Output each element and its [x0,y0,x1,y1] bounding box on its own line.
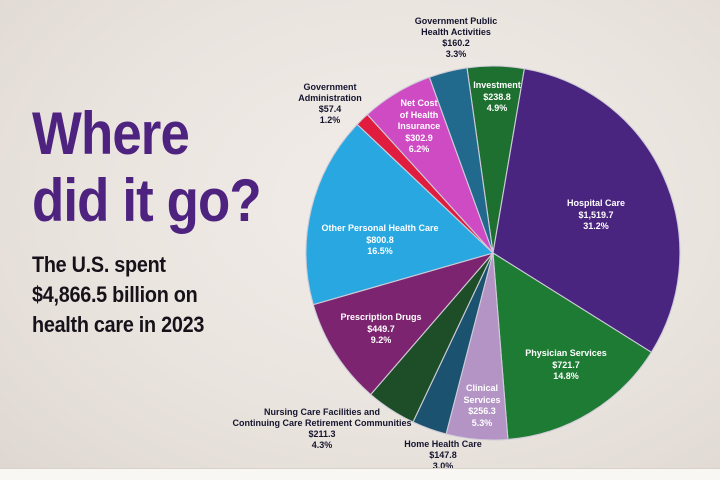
label-hospital-care: Hospital Care $1,519.7 31.2% [567,198,625,233]
label-clinical-services: Clinical Services $256.3 5.3% [463,383,500,429]
label-line: 16.5% [367,246,393,256]
label-prescription-drugs: Prescription Drugs $449.7 9.2% [340,312,421,347]
subtitle: The U.S. spent $4,866.5 billion on healt… [32,250,204,340]
label-line: 6.2% [408,144,430,154]
subtitle-line1: The U.S. spent [32,252,166,277]
label-line: Prescription Drugs [340,312,422,322]
pie-slice-government-public-health [428,67,494,254]
label-line: $160.2 [442,38,470,48]
label-line: Net Cost [400,98,438,108]
label-line: 5.3% [471,417,493,428]
label-line: Nursing Care Facilities and [263,407,381,417]
label-line: Government [303,82,357,92]
label-line: Investment [473,80,521,90]
label-line: Insurance [397,121,441,131]
label-other-personal-health-care: Other Personal Health Care $800.8 16.5% [321,223,438,258]
label-line: 3.3% [445,49,467,59]
label-physician-services: Physician Services $721.7 14.8% [525,348,607,383]
label-line: Other Personal Health Care [321,223,439,233]
label-line: Home Health Care [404,439,482,449]
label-home-health-care: Home Health Care $147.8 3.0% [404,439,482,472]
label-line: 31.2% [583,221,609,231]
label-line: Clinical [465,383,499,393]
label-line: Government Public [414,16,498,26]
page-title-line2: did it go? [32,167,262,234]
page-title: Where did it go? [32,100,262,234]
label-line: Continuing Care Retirement Communities [232,418,412,428]
bottom-strip [0,468,720,480]
label-line: $57.4 [318,104,342,114]
label-line: $238.8 [483,91,511,102]
pie-slice-other-personal-health-care [305,123,494,306]
label-line: Administration [298,93,362,103]
label-investment: Investment $238.8 4.9% [473,80,521,115]
label-line: $256.3 [468,406,496,416]
label-line: $147.8 [429,450,457,460]
label-line: Services [463,394,501,405]
label-line: Health Activities [421,27,491,37]
label-line: 9.2% [370,335,392,345]
label-nursing-care: Nursing Care Facilities and Continuing Ca… [232,407,411,451]
label-line: $721.7 [552,359,580,370]
subtitle-line3: health care in 2023 [32,312,205,337]
pie-slice-physician-services [492,252,652,440]
label-line: 14.8% [553,371,579,381]
label-government-administration: Government Administration $57.4 1.2% [298,82,362,126]
page-title-line1: Where [32,100,190,167]
label-line: $800.8 [366,234,394,245]
pie-slice-hospital-care [492,68,681,353]
label-line: $211.3 [308,429,336,439]
subtitle-line2: $4,866.5 billion on [32,282,198,307]
label-government-public-health: Government Public Health Activities $160.2… [415,16,498,60]
label-line: of Health [399,109,439,120]
label-line: 1.2% [319,115,341,125]
label-line: $302.9 [405,132,433,143]
label-line: 4.3% [311,440,333,450]
label-line: 3.0% [432,461,454,471]
label-net-cost-of-health-insurance: Net Cost of Health Insurance $302.9 6.2% [398,98,441,156]
label-line: $1,519.7 [578,209,614,220]
label-line: $449.7 [367,323,395,334]
label-line: 4.9% [486,103,508,113]
pie-slice-prescription-drugs [312,252,494,396]
label-line: Physician Services [525,348,607,358]
label-line: Hospital Care [566,198,626,208]
